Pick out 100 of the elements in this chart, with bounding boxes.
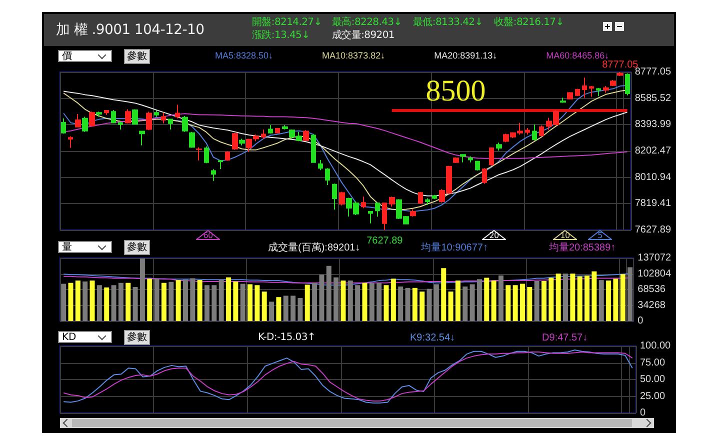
bar	[592, 271, 597, 321]
bar	[628, 267, 633, 321]
y-tick-label: 7627.89	[634, 224, 672, 236]
candlestick	[425, 198, 430, 206]
bar	[204, 285, 210, 321]
bar	[304, 284, 310, 321]
bar	[182, 280, 188, 321]
text: 均量20:85389↑	[548, 242, 616, 254]
candlestick	[339, 191, 345, 206]
candlestick	[560, 97, 566, 104]
candlestick	[68, 136, 73, 148]
candlestick	[89, 111, 95, 127]
candlestick	[589, 86, 594, 98]
bar	[405, 288, 410, 321]
button: 參數	[124, 330, 150, 345]
y-tick-label: 8202.47	[634, 146, 672, 156]
candlestick	[567, 92, 573, 100]
candlestick	[218, 160, 223, 170]
bar	[140, 258, 145, 321]
bar	[527, 286, 532, 321]
annotation: 7627.89	[366, 236, 404, 247]
bar	[61, 284, 66, 321]
text: MA20:8391.13↓	[434, 50, 498, 60]
candlestick	[311, 134, 316, 164]
bar	[283, 296, 288, 321]
text: 成交量(百萬):89201↓	[268, 242, 360, 254]
bar	[340, 280, 346, 321]
candlestick	[196, 146, 202, 161]
candlestick	[539, 124, 544, 137]
bar	[147, 278, 152, 321]
bar	[470, 284, 475, 321]
y-tick-label: 8777.05	[634, 66, 672, 78]
y-tick-label: 25.00	[640, 390, 666, 402]
select-field: KD	[58, 331, 112, 343]
candlestick	[204, 146, 209, 164]
ref-line-label: 8500	[426, 74, 486, 108]
chart-title: 加 權 .9001 104-12-10	[56, 22, 204, 38]
bar	[248, 284, 253, 321]
bar	[218, 280, 224, 321]
bar	[448, 292, 454, 321]
series-label: D9:47.57↓	[542, 332, 588, 344]
candlestick	[525, 127, 530, 136]
candlestick	[125, 108, 131, 124]
candlestick	[610, 79, 616, 87]
bar	[82, 281, 88, 321]
y-tick-label: 100.00	[640, 340, 672, 352]
bar	[506, 285, 511, 321]
candlestick	[389, 196, 395, 208]
candlestick	[96, 111, 102, 118]
bar	[542, 281, 546, 321]
text: MA60:8465.86↓	[546, 50, 610, 60]
bar	[598, 280, 604, 321]
candlestick	[468, 156, 473, 163]
bar	[412, 288, 418, 321]
candlestick	[625, 72, 630, 96]
bar	[240, 284, 246, 321]
bar	[161, 282, 166, 321]
text: 收盤:8216.17↓	[494, 17, 564, 29]
candlestick	[582, 77, 587, 98]
text: MA10:8373.82↓	[322, 50, 386, 60]
button: 參數	[124, 49, 150, 64]
bar	[276, 297, 282, 321]
bar	[548, 278, 554, 321]
candlestick	[303, 130, 309, 142]
bar	[298, 298, 303, 321]
bar	[154, 278, 160, 321]
bar	[75, 280, 80, 321]
candlestick	[61, 118, 66, 134]
bar	[319, 274, 324, 321]
candlestick	[482, 168, 487, 184]
bar	[111, 285, 116, 321]
candlestick	[246, 138, 252, 153]
candlestick	[253, 134, 259, 142]
y-tick-label: 50.00	[640, 374, 666, 385]
bar	[348, 280, 353, 321]
candlestick	[261, 128, 266, 140]
bar	[118, 282, 124, 321]
bar	[476, 279, 482, 321]
bar	[190, 278, 196, 321]
text: 最低:8133.42↓	[413, 17, 483, 29]
candlestick	[318, 160, 323, 171]
bar	[290, 296, 296, 321]
candlestick	[361, 196, 366, 209]
text: 漲跌:13.45↓	[252, 30, 310, 42]
y-tick-label: 0	[638, 316, 644, 326]
text: MA5:8328.50↓	[215, 50, 274, 60]
bar	[534, 281, 540, 321]
bar	[233, 281, 238, 321]
bar	[491, 280, 496, 321]
line-series	[63, 113, 628, 159]
candlestick	[182, 116, 188, 132]
candlestick	[225, 150, 230, 162]
bar	[355, 285, 360, 321]
bar	[563, 274, 568, 321]
candlestick	[282, 124, 288, 130]
text: 成交量:89201	[332, 30, 394, 42]
candlestick	[532, 124, 537, 141]
bar	[498, 276, 504, 321]
y-tick-label: 8010.94	[634, 172, 672, 183]
candlestick	[489, 146, 494, 166]
